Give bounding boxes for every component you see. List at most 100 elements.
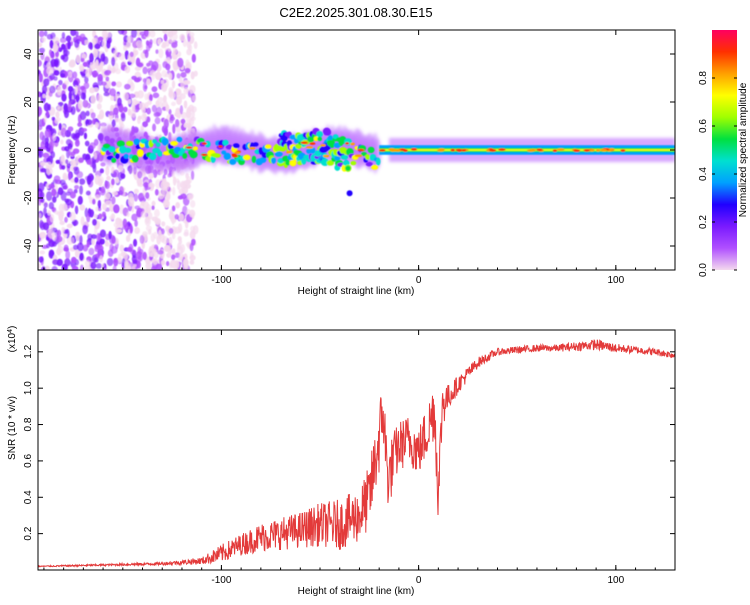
- noise-blob: [193, 70, 198, 77]
- noise-blob: [52, 43, 58, 53]
- noise-blob: [160, 260, 166, 266]
- noise-blob: [151, 86, 158, 93]
- noise-blob: [145, 216, 150, 224]
- noise-blob: [100, 53, 106, 62]
- noise-blob: [142, 66, 148, 75]
- noise-blob: [61, 32, 66, 39]
- noise-blob: [160, 79, 164, 85]
- noise-blob: [100, 122, 107, 127]
- noise-blob: [151, 248, 157, 254]
- band-blob: [212, 153, 221, 158]
- noise-blob: [69, 191, 76, 199]
- noise-blob: [95, 253, 100, 258]
- noise-blob: [151, 61, 159, 71]
- noise-blob: [61, 93, 67, 102]
- noise-blob: [154, 188, 159, 196]
- noise-blob: [53, 69, 60, 76]
- noise-blob: [63, 232, 68, 239]
- colorbar-tick-label: 0.8: [698, 71, 709, 85]
- noise-blob: [169, 209, 173, 215]
- band-blob: [274, 151, 283, 157]
- noise-blob: [79, 185, 83, 195]
- noise-blob: [157, 250, 164, 255]
- noise-blob: [43, 102, 50, 112]
- noise-blob: [127, 108, 132, 116]
- noise-blob: [46, 147, 51, 152]
- noise-blob: [143, 30, 149, 38]
- noise-blob: [70, 132, 77, 139]
- noise-blob: [174, 214, 180, 220]
- noise-blob: [134, 227, 141, 235]
- colorbar-label: Normalized spectral amplitude: [738, 82, 749, 217]
- noise-blob: [158, 229, 162, 240]
- noise-blob: [179, 104, 184, 115]
- noise-blob: [65, 191, 71, 196]
- band-blob: [371, 164, 379, 170]
- band-blob: [111, 157, 117, 163]
- band-blob: [317, 136, 323, 142]
- noise-blob: [111, 119, 116, 128]
- noise-blob: [163, 118, 169, 129]
- noise-blob: [154, 117, 161, 125]
- noise-blob: [165, 261, 170, 267]
- noise-blob: [139, 197, 147, 203]
- noise-blob: [53, 210, 60, 215]
- noise-blob: [63, 103, 68, 112]
- noise-blob: [46, 165, 51, 176]
- band-hotspot: [306, 146, 314, 149]
- noise-blob: [146, 78, 151, 86]
- band-blob: [155, 142, 161, 148]
- noise-blob: [140, 200, 145, 206]
- noise-blob: [176, 73, 181, 79]
- band-blob: [345, 165, 351, 171]
- band-blob: [149, 152, 157, 161]
- noise-blob: [77, 157, 84, 163]
- noise-blob: [152, 92, 160, 99]
- band-blob: [182, 152, 188, 159]
- noise-blob: [77, 122, 83, 127]
- noise-blob: [52, 196, 57, 203]
- noise-blob: [62, 49, 70, 57]
- noise-blob: [155, 71, 162, 81]
- noise-blob: [154, 209, 160, 218]
- band-hotspot: [394, 149, 402, 152]
- noise-blob: [180, 243, 186, 253]
- band-blob: [313, 136, 319, 142]
- noise-blob: [59, 155, 65, 166]
- noise-blob: [38, 124, 43, 131]
- band-blob: [350, 160, 357, 166]
- colorbar-tick-label: 0.2: [698, 215, 709, 229]
- noise-blob: [127, 196, 135, 207]
- noise-blob: [82, 224, 88, 235]
- noise-blob: [100, 162, 106, 167]
- noise-blob: [83, 82, 90, 90]
- noise-blob: [108, 230, 112, 240]
- noise-blob: [187, 194, 194, 201]
- noise-blob: [142, 121, 149, 128]
- noise-blob: [42, 93, 46, 99]
- band-blob: [326, 160, 335, 166]
- noise-blob: [101, 39, 107, 49]
- band-hotspot: [526, 149, 535, 152]
- noise-blob: [41, 84, 48, 94]
- noise-blob: [61, 226, 65, 234]
- noise-blob: [99, 168, 104, 174]
- band-hotspot: [218, 145, 223, 148]
- band-hotspot: [354, 154, 363, 158]
- noise-blob: [151, 205, 155, 210]
- noise-blob: [97, 73, 103, 82]
- noise-blob: [177, 57, 184, 68]
- noise-blob: [86, 241, 90, 248]
- noise-blob: [88, 247, 95, 256]
- noise-blob: [117, 253, 122, 262]
- noise-blob: [58, 79, 63, 86]
- noise-blob: [45, 236, 50, 241]
- noise-blob: [78, 37, 84, 42]
- band-hotspot: [300, 141, 309, 145]
- noise-blob: [70, 178, 75, 183]
- band-blob: [361, 151, 367, 156]
- noise-blob: [95, 263, 102, 269]
- band-blob: [285, 160, 291, 166]
- noise-blob: [110, 245, 118, 254]
